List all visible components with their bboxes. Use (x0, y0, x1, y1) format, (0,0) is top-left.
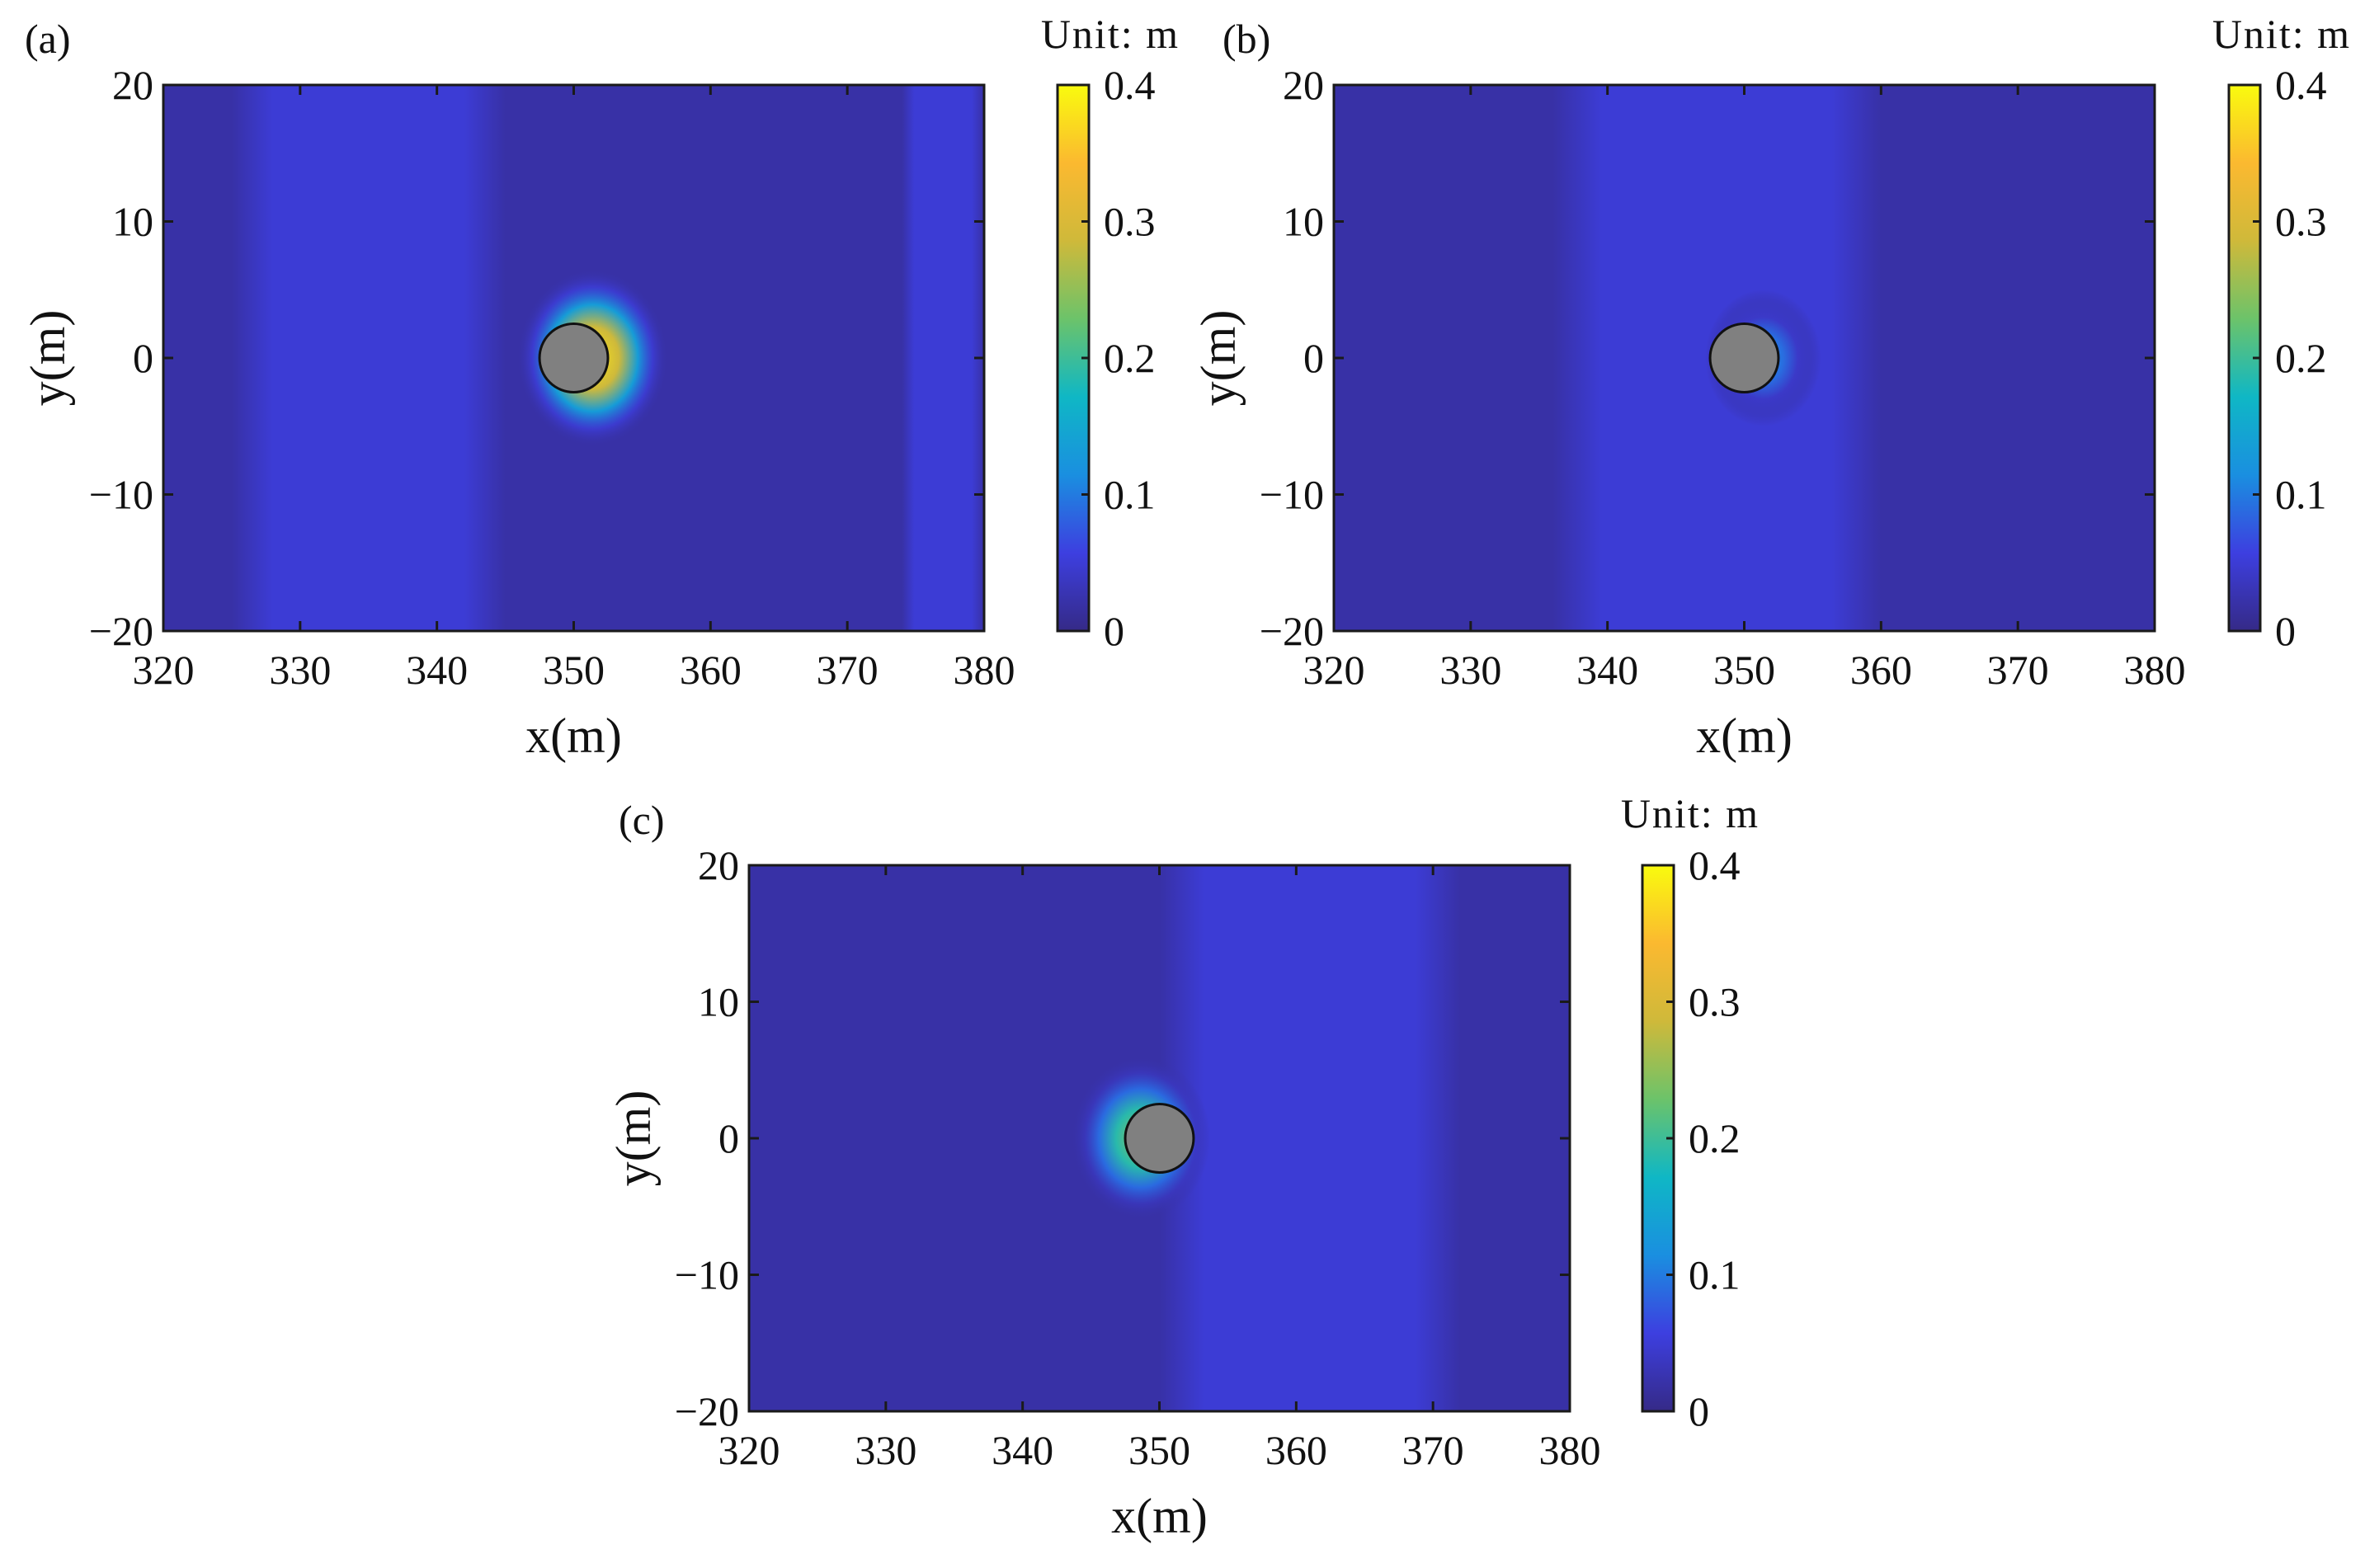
colorbar-tick-label: 0.1 (1104, 472, 1156, 518)
cylinder-marker (1124, 1103, 1195, 1174)
y-tick-label: 20 (698, 842, 739, 888)
panel-label: (c) (619, 797, 665, 843)
panel-2: 320 330 340 350 360 370 380 −20 −10 0 10 20 x(m) y(m)… (606, 790, 1760, 1543)
colorbar-unit-label: Unit: m (1621, 790, 1760, 836)
x-tick-label: 380 (954, 647, 1015, 693)
y-tick-label: 0 (1303, 335, 1324, 381)
colorbar-unit-label: Unit: m (1041, 11, 1180, 57)
panel-label: (b) (1223, 16, 1270, 62)
panel-1: 320 330 340 350 360 370 380 −20 −10 0 10 20 x(m) y(m)… (1191, 11, 2351, 763)
x-tick-label: 340 (1576, 647, 1638, 693)
colorbar-tick-label: 0.2 (1104, 335, 1156, 381)
colorbar-tick-label: 0.4 (1689, 842, 1741, 888)
x-tick-label: 350 (1128, 1427, 1190, 1473)
x-tick-label: 350 (1713, 647, 1775, 693)
colorbar-tick-label: 0.2 (2275, 335, 2327, 381)
y-tick-label: −20 (89, 608, 153, 654)
x-tick-label: 360 (1850, 647, 1912, 693)
y-tick-label: 20 (112, 62, 153, 108)
y-tick-label: 20 (1283, 62, 1324, 108)
x-tick-label: 330 (1439, 647, 1501, 693)
colorbar-tick-label: 0.2 (1689, 1115, 1741, 1161)
colorbar-tick-label: 0.4 (2275, 62, 2327, 108)
colorbar-tick-label: 0 (2275, 608, 2296, 654)
y-axis-label: y(m) (21, 310, 75, 407)
x-tick-label: 360 (680, 647, 742, 693)
colorbar-unit-label: Unit: m (2212, 11, 2351, 57)
colorbar-tick-label: 0.3 (1689, 979, 1741, 1025)
colorbar-tick-label: 0.1 (2275, 472, 2327, 518)
x-tick-label: 370 (817, 647, 879, 693)
cylinder-marker (538, 323, 610, 393)
y-tick-label: −20 (1260, 608, 1324, 654)
x-tick-label: 380 (2124, 647, 2186, 693)
x-axis-label: x(m) (1696, 709, 1793, 763)
x-tick-label: 330 (855, 1427, 916, 1473)
x-axis-label: x(m) (525, 709, 622, 763)
colorbar-tick-label: 0.3 (2275, 199, 2327, 245)
x-tick-label: 360 (1265, 1427, 1327, 1473)
colorbar-tick-label: 0.1 (1689, 1252, 1741, 1298)
y-tick-label: −10 (675, 1252, 739, 1298)
x-tick-label: 320 (133, 647, 195, 693)
y-tick-label: −10 (1260, 472, 1324, 518)
colorbar-tick-label: 0.3 (1104, 199, 1156, 245)
y-tick-label: 0 (718, 1115, 739, 1161)
x-tick-label: 370 (1987, 647, 2049, 693)
colorbar-tick-label: 0.4 (1104, 62, 1156, 108)
field-band (902, 85, 984, 631)
y-tick-label: 10 (112, 199, 153, 245)
x-tick-label: 350 (543, 647, 605, 693)
x-tick-label: 330 (269, 647, 331, 693)
x-tick-label: 340 (992, 1427, 1053, 1473)
x-tick-label: 340 (406, 647, 468, 693)
y-tick-label: 10 (1283, 199, 1324, 245)
x-axis-label: x(m) (1111, 1489, 1208, 1543)
x-tick-label: 370 (1402, 1427, 1464, 1473)
field-plot (1334, 85, 2155, 631)
y-axis-label: y(m) (1191, 310, 1246, 407)
panel-0: 320 330 340 350 360 370 380 −20 −10 0 10 20 x(m) y(m)… (21, 11, 1180, 763)
y-tick-label: −10 (89, 472, 153, 518)
x-tick-label: 380 (1539, 1427, 1601, 1473)
y-tick-label: 10 (698, 979, 739, 1025)
x-tick-label: 320 (718, 1427, 780, 1473)
panel-label: (a) (25, 16, 71, 62)
colorbar-tick-label: 0 (1104, 608, 1124, 654)
y-axis-label: y(m) (606, 1090, 661, 1187)
colorbar-tick-label: 0 (1689, 1388, 1709, 1434)
y-tick-label: 0 (133, 335, 153, 381)
field-band (231, 85, 506, 631)
field-plot (163, 85, 984, 631)
y-tick-label: −20 (675, 1388, 739, 1434)
cylinder-marker (1708, 323, 1780, 393)
x-tick-label: 320 (1303, 647, 1365, 693)
